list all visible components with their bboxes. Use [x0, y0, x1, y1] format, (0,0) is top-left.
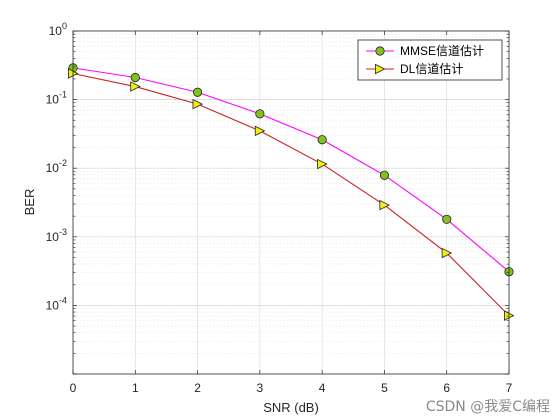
- x-axis-label: SNR (dB): [263, 400, 319, 415]
- data-point-series-1: [317, 135, 327, 145]
- data-point-series-1: [255, 109, 265, 119]
- data-point-series-1: [379, 170, 390, 180]
- x-tick-label: 1: [132, 381, 139, 395]
- y-tick-label: 10-1: [46, 90, 67, 107]
- x-tick-label: 7: [506, 381, 513, 395]
- legend-label: DL信道估计: [400, 62, 463, 76]
- data-point-series-1: [192, 87, 203, 97]
- plot-frame: [72, 30, 510, 375]
- watermark: CSDN @我爱C编程: [425, 399, 550, 415]
- y-tick-label: 100: [49, 21, 67, 38]
- x-tick-label: 6: [443, 381, 450, 395]
- x-tick-label: 5: [381, 381, 388, 395]
- ticks: [72, 30, 510, 375]
- data-point-series-1: [442, 214, 452, 224]
- grid: [73, 31, 509, 374]
- y-axis-label: BER: [22, 189, 37, 216]
- data-point-series-2: [192, 98, 204, 110]
- legend-label: MMSE信道估计: [400, 44, 484, 58]
- y-tick-label: 10-2: [46, 158, 67, 175]
- tick-labels: 0 1 2 3 4 5 6 7 10-4 10-3 10-2 10-1 100: [46, 21, 513, 395]
- plot-area: [73, 31, 509, 374]
- data-point-series-1: [130, 72, 140, 83]
- legend-marker: [375, 46, 385, 56]
- data-point-series-2: [130, 81, 141, 92]
- legend-marker: [374, 63, 386, 75]
- data-point-series-2: [317, 158, 328, 170]
- y-tick-label: 10-4: [46, 295, 67, 312]
- y-tick-label: 10-3: [46, 227, 67, 244]
- data-point-series-2: [379, 199, 390, 211]
- series-line-2: [72, 72, 510, 316]
- legend-box: [357, 39, 503, 81]
- data-point-series-2: [441, 247, 453, 259]
- legend: MMSE信道估计 DL信道估计: [357, 39, 503, 81]
- series-line-1: [72, 67, 510, 273]
- data-point-series-2: [254, 125, 266, 137]
- x-tick-label: 4: [319, 381, 326, 395]
- x-tick-label: 3: [257, 381, 264, 395]
- x-tick-label: 0: [70, 381, 77, 395]
- x-tick-label: 2: [194, 381, 201, 395]
